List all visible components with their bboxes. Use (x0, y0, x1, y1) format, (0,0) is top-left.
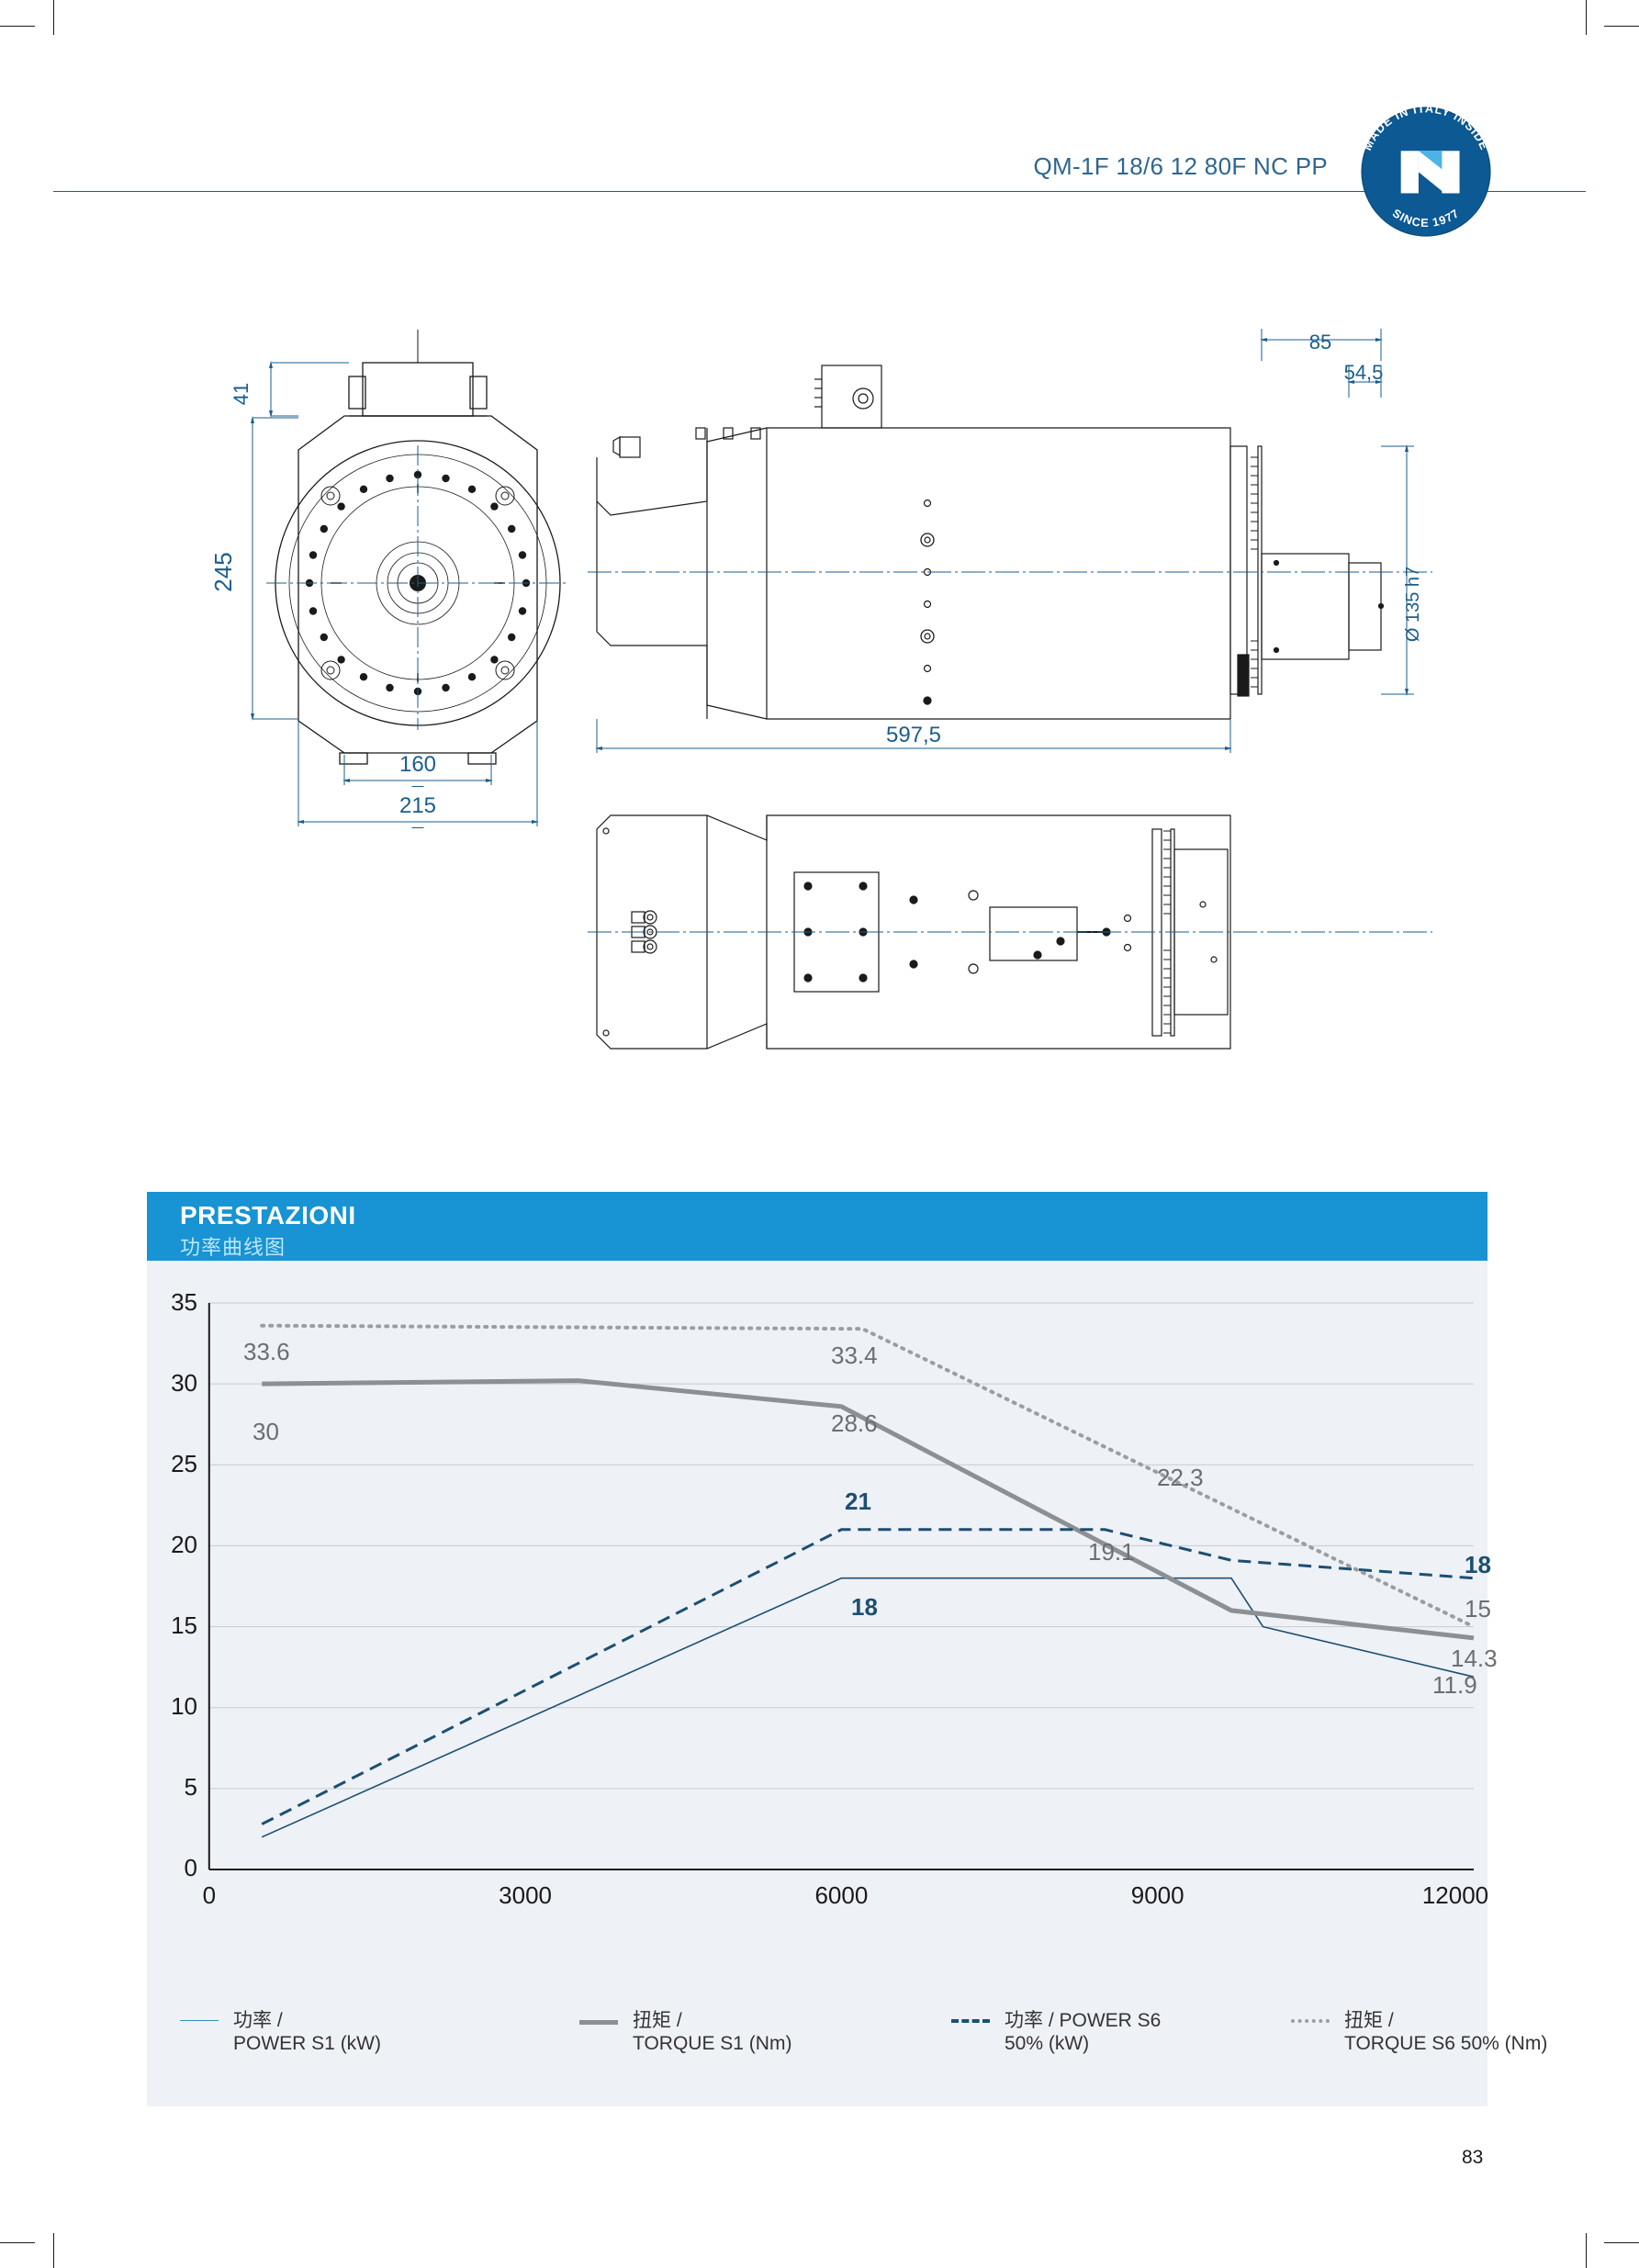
svg-text:18: 18 (1465, 1551, 1491, 1578)
svg-text:⎯⎯: ⎯⎯ (412, 779, 425, 792)
svg-text:33.6: 33.6 (243, 1338, 290, 1365)
svg-text:20: 20 (171, 1531, 197, 1558)
svg-text:245: 245 (211, 552, 237, 591)
svg-text:11.9: 11.9 (1432, 1671, 1477, 1699)
svg-text:3000: 3000 (499, 1881, 552, 1909)
svg-text:0: 0 (185, 1854, 197, 1881)
svg-text:21: 21 (845, 1488, 871, 1515)
svg-text:6000: 6000 (814, 1881, 868, 1909)
svg-text:5: 5 (185, 1773, 197, 1801)
svg-text:15: 15 (171, 1611, 197, 1639)
svg-text:30: 30 (253, 1418, 279, 1445)
svg-text:22.3: 22.3 (1157, 1464, 1204, 1491)
svg-text:597,5: 597,5 (886, 723, 941, 747)
svg-text:28.6: 28.6 (831, 1409, 878, 1437)
svg-text:85: 85 (1309, 331, 1331, 354)
svg-text:160: 160 (399, 752, 436, 777)
svg-text:19.1: 19.1 (1088, 1538, 1135, 1566)
svg-text:41: 41 (230, 383, 253, 405)
svg-text:215: 215 (399, 793, 436, 818)
svg-text:18: 18 (851, 1593, 878, 1621)
svg-text:12000: 12000 (1422, 1881, 1488, 1909)
svg-text:33.4: 33.4 (831, 1342, 878, 1369)
svg-text:0: 0 (203, 1881, 216, 1909)
svg-text:25: 25 (171, 1450, 197, 1477)
svg-text:Ø 135 h7: Ø 135 h7 (1403, 567, 1423, 642)
svg-text:10: 10 (171, 1692, 197, 1720)
svg-text:9000: 9000 (1131, 1881, 1184, 1909)
svg-text:30: 30 (171, 1369, 197, 1397)
svg-text:54,5: 54,5 (1344, 361, 1384, 384)
svg-text:35: 35 (171, 1288, 197, 1316)
svg-text:15: 15 (1465, 1595, 1491, 1622)
svg-text:14.3: 14.3 (1451, 1645, 1498, 1672)
svg-text:⎯⎯: ⎯⎯ (412, 820, 425, 834)
